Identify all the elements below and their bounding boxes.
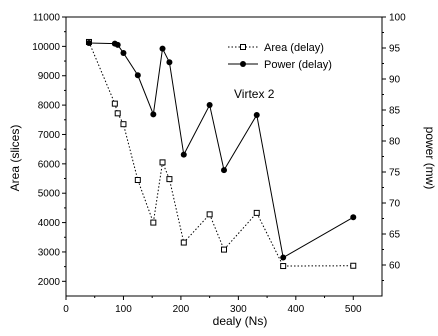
- legend: Area (delay) Power (delay): [228, 42, 332, 71]
- y-right-tick-label: 60: [389, 261, 401, 272]
- area-point: [221, 246, 227, 253]
- y-left-tick-label: 2000: [38, 277, 61, 288]
- area-point: [350, 262, 357, 269]
- legend-area-marker: [240, 44, 246, 50]
- power-point: [253, 111, 260, 118]
- y-left-tick-label: 10000: [32, 42, 60, 53]
- y-right-tick-label: 90: [389, 75, 401, 86]
- y-left-tick-label: 5000: [38, 189, 61, 200]
- y-right-axis-title: power (mw): [423, 127, 437, 190]
- power-point: [114, 41, 121, 48]
- power-point: [180, 151, 187, 158]
- legend-power-marker: [240, 61, 246, 67]
- series-line-power: [88, 42, 354, 259]
- y-left-tick-label: 4000: [38, 218, 61, 229]
- legend-power-label: Power (delay): [264, 59, 332, 71]
- area-point: [134, 176, 141, 183]
- y-right-tick-label: 70: [389, 199, 401, 210]
- power-point: [166, 59, 173, 66]
- area-point: [120, 121, 127, 128]
- y-left-tick-label: 8000: [38, 101, 61, 112]
- power-point: [120, 49, 127, 56]
- x-tick-label: 300: [230, 304, 247, 315]
- y-right-tick-label: 85: [389, 106, 401, 117]
- x-axis-title: dealy (Ns): [213, 314, 268, 328]
- power-point: [350, 214, 357, 221]
- x-tick-label: 100: [115, 304, 132, 315]
- y-left-tick-label: 6000: [38, 159, 61, 170]
- y-left-tick-label: 7000: [38, 130, 61, 141]
- area-point: [180, 239, 187, 246]
- power-point: [206, 102, 213, 109]
- y-left-tick-label: 11000: [33, 13, 61, 24]
- area-point: [159, 159, 166, 166]
- series-line-area: [88, 41, 354, 267]
- area-point: [150, 219, 157, 226]
- area-point: [206, 211, 213, 218]
- x-tick-label: 0: [63, 304, 69, 315]
- series-layer: [85, 38, 357, 270]
- area-point: [280, 263, 287, 270]
- y-right-tick-label: 80: [389, 137, 401, 148]
- annotation-virtex2: Virtex 2: [234, 87, 275, 101]
- y-left-tick-label: 3000: [38, 247, 61, 258]
- area-point: [114, 110, 121, 117]
- power-point: [134, 72, 141, 79]
- y-right-tick-label: 75: [389, 168, 401, 179]
- x-tick-label: 500: [345, 304, 362, 315]
- y-right-tick-label: 95: [389, 44, 401, 55]
- power-point: [221, 167, 227, 174]
- area-point: [111, 100, 118, 107]
- y-right-tick-label: 65: [389, 230, 401, 241]
- legend-area-label: Area (delay): [264, 42, 324, 54]
- axes-layer: 0 100 200 300 400 500 2000 3000 4000 5000 6000 7000…: [32, 13, 406, 316]
- power-point: [280, 254, 287, 261]
- power-point: [85, 40, 92, 47]
- area-point: [253, 209, 260, 216]
- plot-frame: [65, 16, 383, 297]
- power-point: [150, 111, 157, 118]
- x-tick-label: 200: [173, 304, 190, 315]
- y-left-axis-title: Area (slices): [8, 125, 22, 192]
- power-point: [159, 45, 166, 52]
- y-left-tick-label: 9000: [38, 71, 61, 82]
- area-point: [166, 176, 173, 183]
- x-tick-label: 400: [287, 304, 304, 315]
- y-right-tick-label: 100: [389, 13, 406, 24]
